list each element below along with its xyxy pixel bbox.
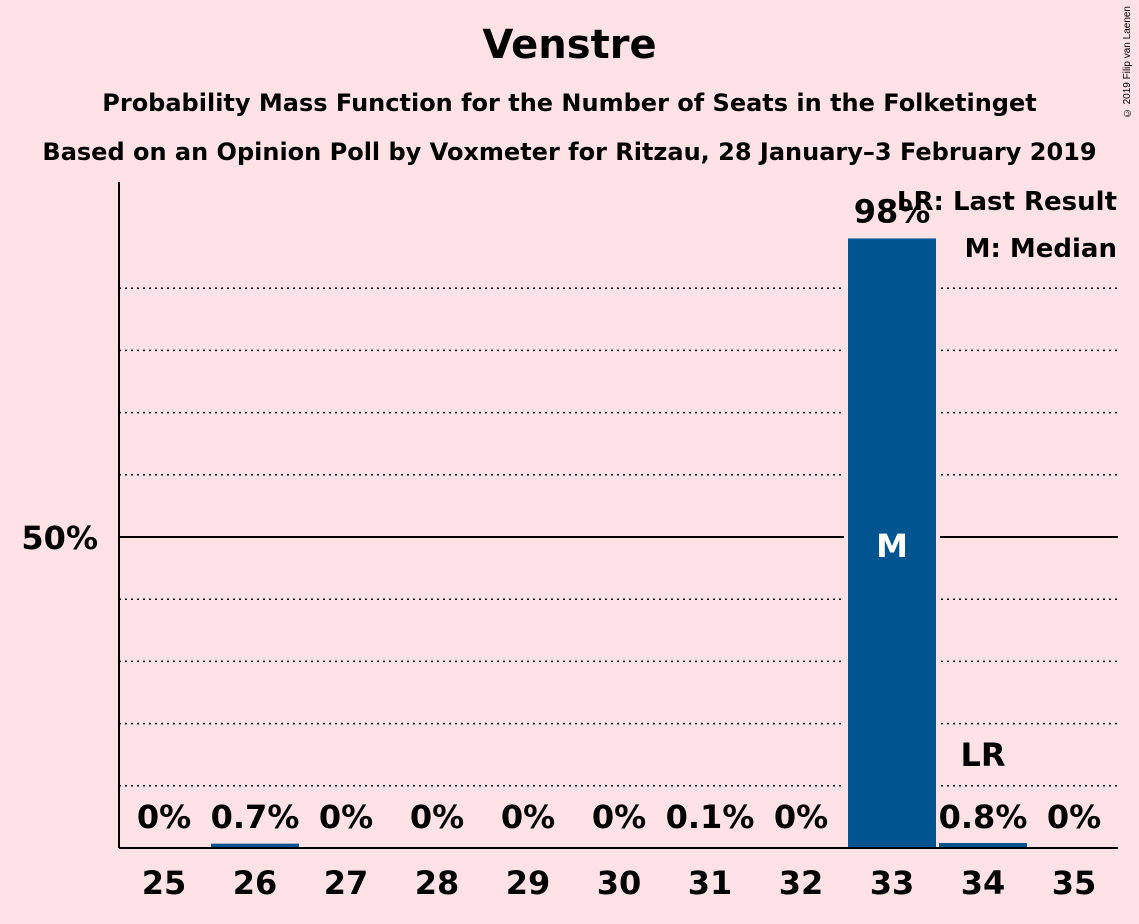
data-label-seat-30: 0% bbox=[592, 798, 646, 836]
x-tick-label-27: 27 bbox=[324, 864, 369, 902]
x-tick-label-34: 34 bbox=[961, 864, 1006, 902]
x-tick-label-31: 31 bbox=[688, 864, 733, 902]
chart-subtitle: Probability Mass Function for the Number… bbox=[102, 89, 1037, 117]
data-label-seat-35: 0% bbox=[1047, 798, 1101, 836]
x-tick-label-29: 29 bbox=[506, 864, 551, 902]
data-label-seat-29: 0% bbox=[501, 798, 555, 836]
x-tick-label-25: 25 bbox=[142, 864, 187, 902]
data-label-seat-27: 0% bbox=[319, 798, 373, 836]
x-tick-label-26: 26 bbox=[233, 864, 278, 902]
chart-source-subtitle: Based on an Opinion Poll by Voxmeter for… bbox=[42, 138, 1097, 166]
data-label-seat-25: 0% bbox=[137, 798, 191, 836]
y-tick-label-50: 50% bbox=[21, 519, 98, 557]
data-label-seat-28: 0% bbox=[410, 798, 464, 836]
bar-seat-33 bbox=[848, 238, 936, 848]
x-tick-label-35: 35 bbox=[1052, 864, 1097, 902]
data-label-seat-33: 98% bbox=[854, 192, 931, 230]
data-label-seat-31: 0.1% bbox=[666, 798, 755, 836]
x-tick-label-30: 30 bbox=[597, 864, 642, 902]
median-marker: M bbox=[876, 527, 908, 565]
legend-last-result: LR: Last Result bbox=[897, 187, 1117, 217]
data-label-seat-34: 0.8% bbox=[939, 798, 1028, 836]
chart-title: Venstre bbox=[482, 22, 657, 68]
x-tick-label-32: 32 bbox=[779, 864, 824, 902]
x-tick-label-28: 28 bbox=[415, 864, 460, 902]
bar-seat-26 bbox=[211, 843, 299, 848]
data-label-seat-26: 0.7% bbox=[211, 798, 300, 836]
last-result-marker: LR bbox=[960, 736, 1005, 774]
x-tick-label-33: 33 bbox=[870, 864, 915, 902]
legend-median: M: Median bbox=[965, 234, 1117, 264]
data-label-seat-32: 0% bbox=[774, 798, 828, 836]
bar-seat-34 bbox=[939, 843, 1027, 848]
